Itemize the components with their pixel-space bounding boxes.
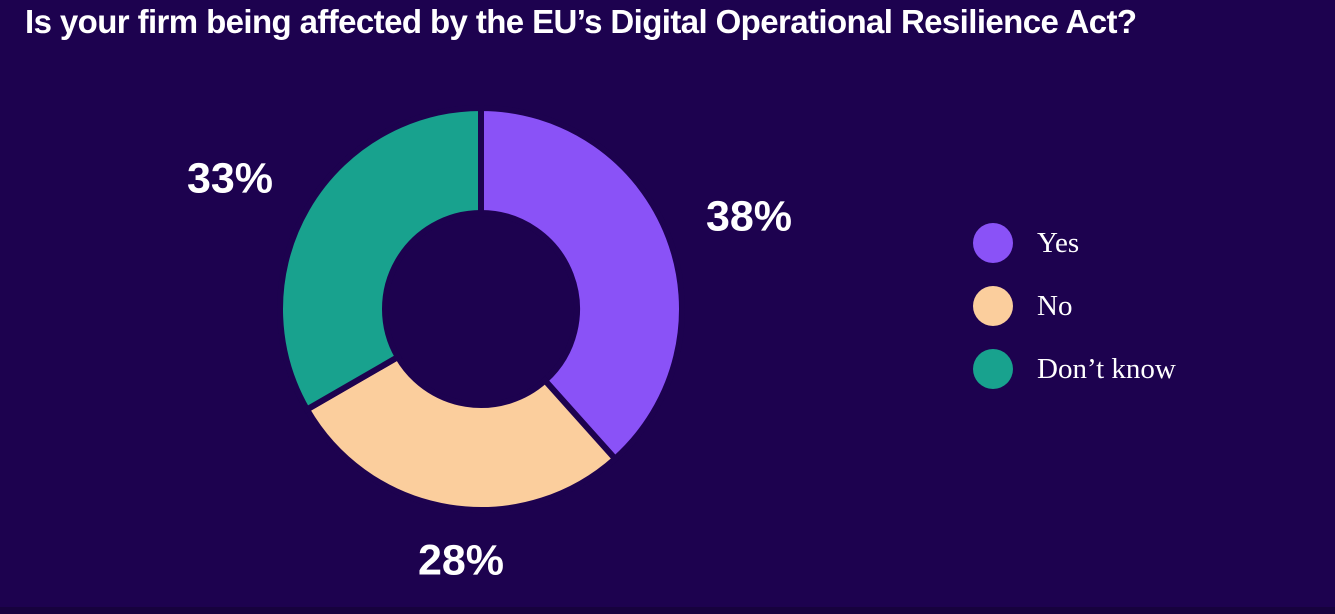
donut-slice-no (302, 352, 620, 513)
legend-item-no: No (973, 286, 1176, 326)
legend: Yes No Don’t know (973, 223, 1176, 412)
donut-chart (277, 104, 685, 513)
data-label-yes: 38% (705, 192, 793, 241)
data-label-dont-know: 33% (186, 154, 274, 203)
legend-item-yes: Yes (973, 223, 1176, 263)
legend-swatch-yes (973, 223, 1013, 263)
legend-label-yes: Yes (1037, 226, 1080, 259)
legend-swatch-no (973, 286, 1013, 326)
donut-slice-don-t-know (277, 104, 484, 414)
bottom-strip (0, 607, 1335, 614)
chart-title: Is your firm being affected by the EU’s … (25, 3, 1137, 40)
legend-swatch-dont-know (973, 349, 1013, 389)
data-label-no: 28% (417, 536, 505, 585)
donut-slice-yes (478, 104, 685, 464)
legend-label-dont-know: Don’t know (1037, 352, 1176, 385)
legend-item-dont-know: Don’t know (973, 349, 1176, 389)
legend-label-no: No (1037, 289, 1073, 322)
